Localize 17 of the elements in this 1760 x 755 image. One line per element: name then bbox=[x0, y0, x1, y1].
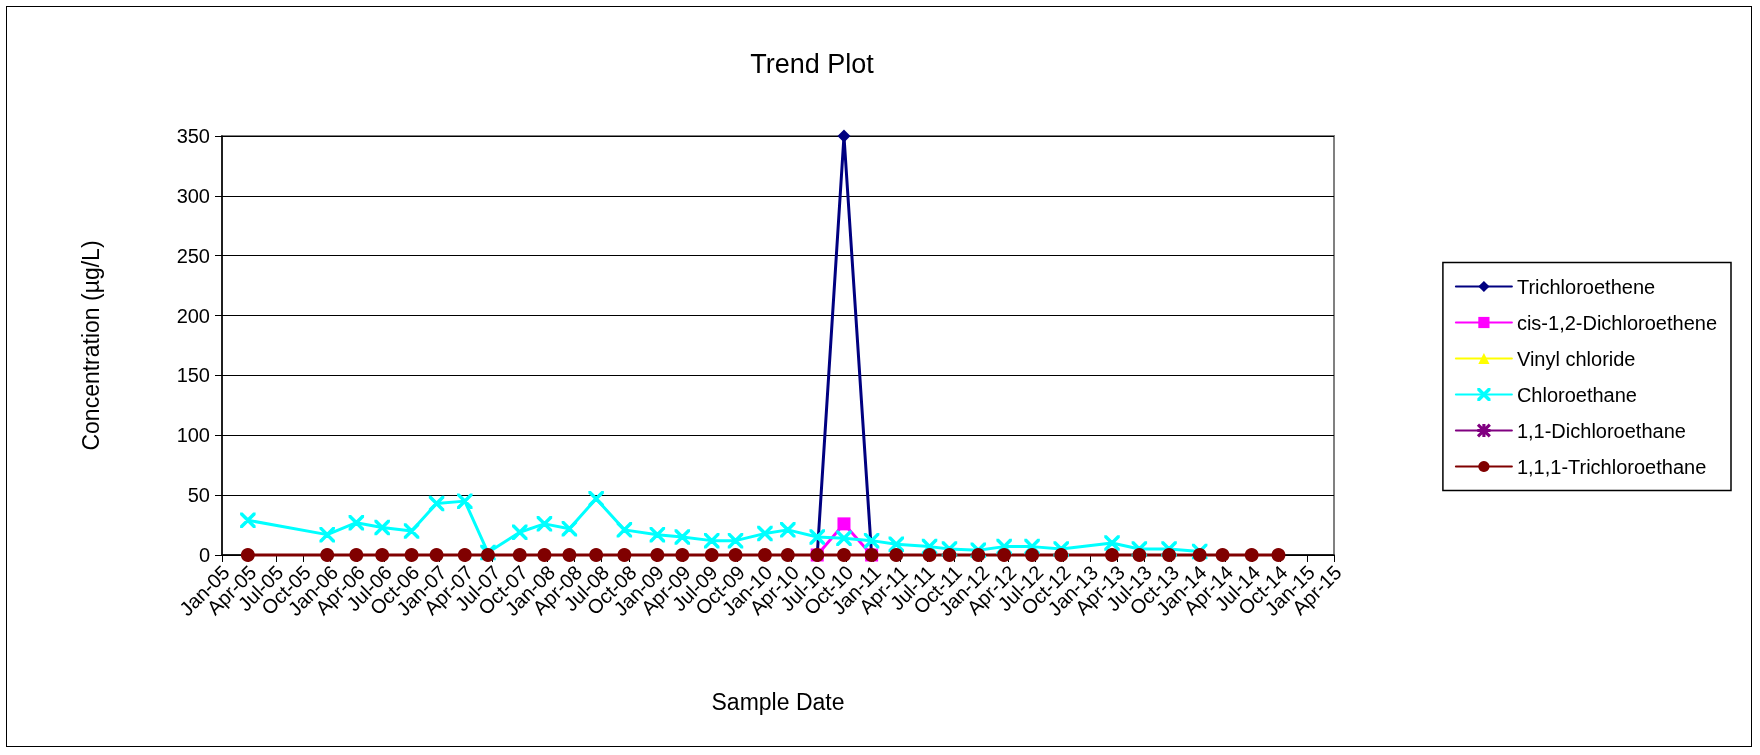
y-tick-label: 150 bbox=[176, 364, 210, 387]
y-tick-label: 100 bbox=[176, 424, 210, 447]
legend-label: 1,1-Dichloroethane bbox=[1516, 419, 1686, 442]
y-tick-label: 300 bbox=[176, 184, 210, 207]
legend-label: Chloroethane bbox=[1516, 383, 1637, 406]
legend-label: Vinyl chloride bbox=[1516, 347, 1636, 370]
legend-label: Trichloroethene bbox=[1516, 275, 1656, 298]
y-tick-label: 200 bbox=[176, 304, 210, 327]
y-tick-label: 0 bbox=[198, 544, 210, 566]
y-axis-title: Concentration (µg/L) bbox=[77, 240, 104, 451]
chart-title: Trend Plot bbox=[750, 48, 875, 79]
x-axis-title: Sample Date bbox=[711, 688, 845, 715]
y-tick-label: 50 bbox=[187, 484, 210, 507]
y-tick-label: 250 bbox=[176, 244, 210, 267]
legend-label: cis-1,2-Dichloroethene bbox=[1516, 311, 1718, 334]
y-tick-label: 350 bbox=[176, 125, 210, 147]
legend-label: 1,1,1-Trichloroethane bbox=[1516, 455, 1707, 478]
